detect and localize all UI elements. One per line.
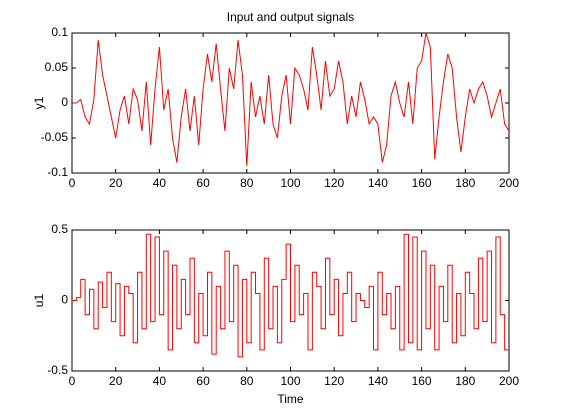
y-axis-label: u1 <box>32 294 46 308</box>
y-tick-label: 0 <box>61 293 68 307</box>
x-tick-label: 140 <box>368 176 388 190</box>
x-tick-label: 100 <box>280 374 300 388</box>
x-tick-label: 0 <box>69 374 76 388</box>
signal-stairs <box>72 233 509 358</box>
x-tick-label: 40 <box>153 176 167 190</box>
y-tick-label: -0.05 <box>41 130 69 144</box>
x-tick-label: 80 <box>240 374 254 388</box>
x-tick-label: 160 <box>412 374 432 388</box>
x-tick-label: 0 <box>69 176 76 190</box>
x-tick-label: 20 <box>109 176 123 190</box>
chart-title: Input and output signals <box>227 10 354 24</box>
x-tick-label: 180 <box>455 176 475 190</box>
x-tick-label: 180 <box>455 374 475 388</box>
x-tick-label: 120 <box>324 374 344 388</box>
x-tick-label: 100 <box>280 176 300 190</box>
x-tick-label: 20 <box>109 374 123 388</box>
x-tick-label: 160 <box>412 176 432 190</box>
x-tick-label: 60 <box>196 176 210 190</box>
x-tick-label: 120 <box>324 176 344 190</box>
y-tick-label: 0 <box>61 95 68 109</box>
x-tick-label: 40 <box>153 374 167 388</box>
y-tick-label: 0.05 <box>45 60 69 74</box>
y-tick-label: 0.1 <box>51 25 68 39</box>
x-tick-label: 140 <box>368 374 388 388</box>
x-tick-label: 60 <box>196 374 210 388</box>
x-tick-label: 80 <box>240 176 254 190</box>
signal-line <box>72 32 510 167</box>
y-tick-label: -0.1 <box>47 165 68 179</box>
y-tick-label: -0.5 <box>47 363 68 377</box>
y-axis-label: y1 <box>32 96 46 109</box>
x-tick-label: 200 <box>499 374 519 388</box>
x-axis-label: Time <box>277 392 304 406</box>
y-tick-label: 0.5 <box>51 222 68 236</box>
x-tick-label: 200 <box>499 176 519 190</box>
